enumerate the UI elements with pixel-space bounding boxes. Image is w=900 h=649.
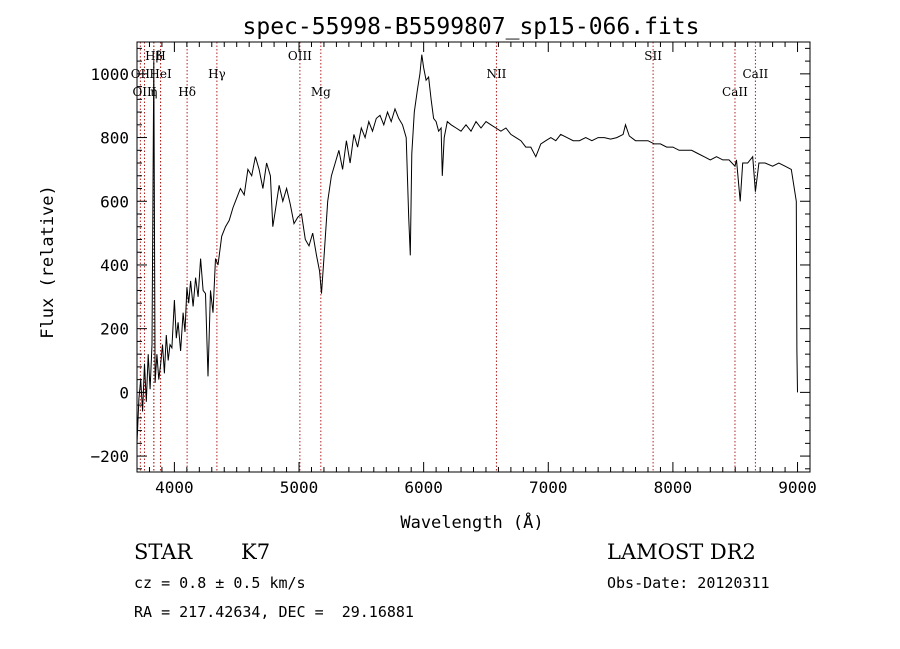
y-tick-label: −200	[90, 447, 129, 466]
spectral-line-label: CaII	[742, 67, 768, 81]
observation-date: Obs-Date: 20120311	[607, 574, 770, 592]
spectral-line-label: OIII	[132, 85, 156, 99]
survey-name: LAMOST DR2	[607, 540, 756, 564]
y-axis-label: Flux (relative)	[38, 185, 58, 339]
spectral-line-label: SII	[644, 49, 662, 63]
chart-title: spec-55998-B5599807_sp15-066.fits	[243, 14, 700, 40]
spectral-line-label: OIII	[288, 49, 312, 63]
spectral-line-label: Hβ	[145, 49, 162, 63]
spectral-line-label: Hγ	[208, 67, 226, 81]
spectral-line-label: CaII	[722, 85, 748, 99]
spectrum-chart: spec-55998-B5599807_sp15-066.fits HβH OII…	[38, 14, 817, 533]
x-tick-label: 9000	[778, 478, 817, 497]
spectral-line-label: H	[155, 49, 165, 63]
spectral-line-label: Hδ	[178, 85, 196, 99]
coordinates-text: RA = 217.42634, DEC = 29.16881	[134, 603, 414, 621]
axis-ticks	[137, 42, 810, 472]
x-tick-label: 4000	[155, 478, 194, 497]
x-tick-label: 6000	[404, 478, 443, 497]
object-subclass: K7	[241, 540, 271, 564]
object-type: STAR	[134, 540, 193, 564]
y-tick-label: 200	[100, 320, 129, 339]
x-axis-label: Wavelength (Å)	[400, 511, 543, 533]
x-tick-label: 8000	[654, 478, 693, 497]
x-tick-label: 7000	[529, 478, 568, 497]
plot-frame	[136, 41, 811, 473]
y-tick-label: 800	[100, 129, 129, 148]
y-tick-label: 600	[100, 192, 129, 211]
spectral-line-label: NII	[486, 67, 506, 81]
redshift-text: cz = 0.8 ± 0.5 km/s	[134, 574, 306, 592]
tick-labels: 4000 5000 6000 7000 8000 9000 −200 0 200 400 600 80…	[90, 65, 816, 497]
x-tick-label: 5000	[280, 478, 319, 497]
spectral-line-label: Mg	[311, 85, 331, 99]
spectral-line-markers	[139, 42, 756, 472]
spectral-line-label: HeI	[149, 67, 172, 81]
y-tick-label: 0	[119, 383, 129, 402]
spectrum-line	[136, 54, 798, 444]
y-tick-label: 400	[100, 256, 129, 275]
y-tick-label: 1000	[90, 65, 129, 84]
